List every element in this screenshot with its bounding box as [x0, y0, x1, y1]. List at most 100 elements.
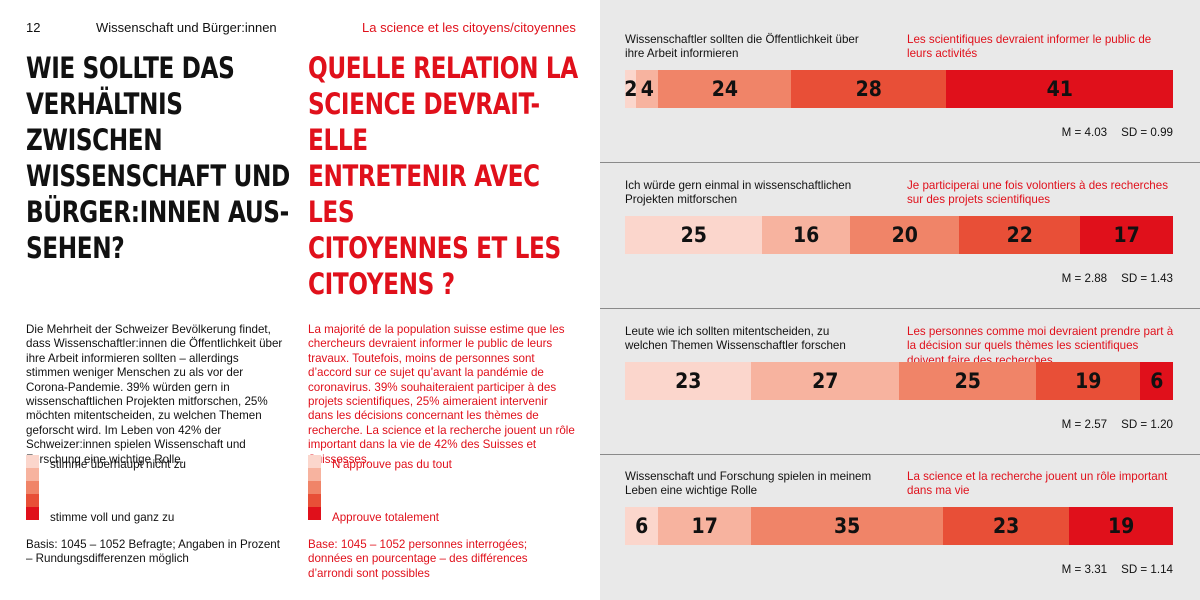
bar-segment: 6 [625, 507, 659, 545]
bar-segment: 16 [762, 216, 851, 254]
headline-de-line: BÜRGER:INNEN AUS- [26, 195, 289, 229]
question-label-de: Ich würde gern einmal in wissenschaftlic… [625, 179, 852, 207]
headline-de-line: VERHÄLTNIS ZWISCHEN [26, 87, 183, 157]
bar-segment: 28 [791, 70, 947, 108]
mean-value: M = 2.57 [1061, 418, 1108, 431]
chart-stats: M = 2.57 SD = 1.20 [1062, 418, 1173, 431]
sd-value: SD = 1.14 [1121, 563, 1173, 576]
bar-segment: 22 [959, 216, 1081, 254]
bar-segment-label: 4 [640, 77, 654, 101]
headline-fr-line: CITOYENS ? [308, 267, 455, 301]
question-label-de: Leute wie ich sollten mitentscheiden, zu… [625, 325, 846, 353]
bar-segment: 25 [625, 216, 763, 254]
chart-divider [600, 162, 1200, 163]
bar-segment: 17 [1079, 216, 1174, 254]
bar-segment-label: 19 [1108, 514, 1135, 538]
bar-segment-label: 2 [624, 77, 638, 101]
bar-segment-label: 24 [711, 77, 739, 101]
bar-segment-label: 25 [954, 369, 981, 393]
chart-item: Wissenschaft und Forschung spielen in me… [600, 470, 1200, 590]
question-label-fr: La science et la recherche jouent un rôl… [907, 470, 1168, 498]
headline-fr-line: CITOYENNES ET LES [308, 231, 561, 265]
bar-segment: 35 [751, 507, 944, 545]
sd-value: SD = 1.20 [1121, 418, 1173, 431]
bar-segment-label: 22 [1006, 223, 1033, 247]
question-label-fr: Les scientifiques devraient informer le … [907, 33, 1152, 61]
chart-divider [600, 308, 1200, 309]
chart-item: Ich würde gern einmal in wissenschaftlic… [600, 179, 1200, 299]
bar-segment: 24 [658, 70, 792, 108]
headline-de: WIE SOLLTE DAS VERHÄLTNIS ZWISCHEN WISSE… [26, 50, 296, 266]
bar-segment-label: 19 [1075, 369, 1102, 393]
mean-value: M = 2.88 [1061, 272, 1108, 285]
legend-swatch [308, 494, 321, 507]
bar-segment: 20 [849, 216, 960, 254]
legend-swatch [308, 507, 321, 520]
legend-low-label-de: stimme überhaupt nicht zu [50, 458, 186, 471]
running-head-de: Wissenschaft und Bürger:innen [96, 20, 277, 35]
headline-de-line: SEHEN? [26, 231, 125, 265]
bar-segment: 19 [1036, 362, 1141, 400]
bar-segment: 25 [899, 362, 1037, 400]
headline-fr: QUELLE RELATION LA SCIENCE DEVRAIT-ELLE … [308, 50, 578, 302]
chart-item: Leute wie ich sollten mitentscheiden, zu… [600, 325, 1200, 445]
bar-segment-label: 35 [834, 514, 861, 538]
chart-panel: Wissenschaftler sollten die Öffentlichke… [600, 0, 1200, 600]
mean-value: M = 4.03 [1061, 126, 1108, 139]
bar-segment-label: 16 [792, 223, 820, 247]
stacked-bar: 6 17 35 23 19 [625, 507, 1174, 545]
bar-segment: 2 [624, 70, 638, 108]
bar-segment-label: 17 [1113, 223, 1140, 247]
legend-low-label-fr: N’approuve pas du tout [332, 458, 452, 471]
legend-swatch [26, 494, 39, 507]
legend-high-label-fr: Approuve totalement [332, 511, 439, 524]
basis-note-fr: Base: 1045 – 1052 personnes interrogées;… [308, 538, 528, 580]
headline-fr-line: QUELLE RELATION LA [308, 51, 578, 85]
legend-swatch [26, 468, 39, 481]
legend-de: stimme überhaupt nicht zu stimme voll un… [26, 455, 286, 524]
chart-divider [600, 454, 1200, 455]
bar-segment-label: 23 [675, 369, 702, 393]
legend-high-label-de: stimme voll und ganz zu [50, 511, 175, 524]
bar-segment: 27 [751, 362, 900, 400]
bar-segment-label: 17 [691, 514, 718, 538]
left-page: 12 Wissenschaft und Bürger:innen La scie… [26, 20, 579, 580]
bar-segment: 4 [636, 70, 659, 108]
bar-segment: 19 [1068, 507, 1174, 545]
basis-note-de: Basis: 1045 – 1052 Befragte; Angaben in … [26, 538, 280, 566]
chart-item: Wissenschaftler sollten die Öffentlichke… [600, 33, 1200, 153]
bar-segment-label: 6 [635, 514, 649, 538]
question-label-de: Wissenschaftler sollten die Öffentlichke… [625, 33, 859, 61]
bar-segment-label: 25 [680, 223, 707, 247]
chart-stats: M = 3.31 SD = 1.14 [1062, 563, 1173, 576]
sd-value: SD = 1.43 [1121, 272, 1173, 285]
bar-segment: 6 [1140, 362, 1174, 400]
question-label-fr: Je participerai une fois volontiers à de… [907, 179, 1168, 207]
body-text-de: Die Mehrheit der Schweizer Bevölkerung f… [26, 323, 283, 466]
stacked-bar: 25 16 20 22 17 [625, 216, 1174, 254]
headline-fr-line: ENTRETENIR AVEC LES [308, 159, 540, 229]
chart-stats: M = 2.88 SD = 1.43 [1062, 272, 1173, 285]
legend-swatches-fr [308, 455, 321, 520]
headline-de-line: WISSENSCHAFT UND [26, 159, 290, 193]
bar-segment-label: 20 [891, 223, 918, 247]
chart-stats: M = 4.03 SD = 0.99 [1062, 126, 1173, 139]
legend-swatch [308, 468, 321, 481]
legend-swatch [26, 507, 39, 520]
running-head-fr: La science et les citoyens/citoyennes [362, 20, 576, 35]
stacked-bar: 23 27 25 19 6 [625, 362, 1174, 400]
bar-segment-label: 23 [992, 514, 1020, 538]
legend-swatch [26, 481, 39, 494]
bar-segment-label: 27 [812, 369, 839, 393]
headline-de-line: WIE SOLLTE DAS [26, 51, 235, 85]
bar-segment-label: 41 [1046, 77, 1073, 101]
legend-swatches-de [26, 455, 39, 520]
body-text-fr: La majorité de la population suisse esti… [308, 323, 575, 466]
bar-segment: 17 [657, 507, 752, 545]
legend-swatch [26, 455, 39, 468]
bar-segment: 23 [942, 507, 1070, 545]
sd-value: SD = 0.99 [1121, 126, 1173, 139]
legend-swatch [308, 481, 321, 494]
bar-segment: 23 [625, 362, 752, 400]
bar-segment-label: 28 [855, 77, 882, 101]
